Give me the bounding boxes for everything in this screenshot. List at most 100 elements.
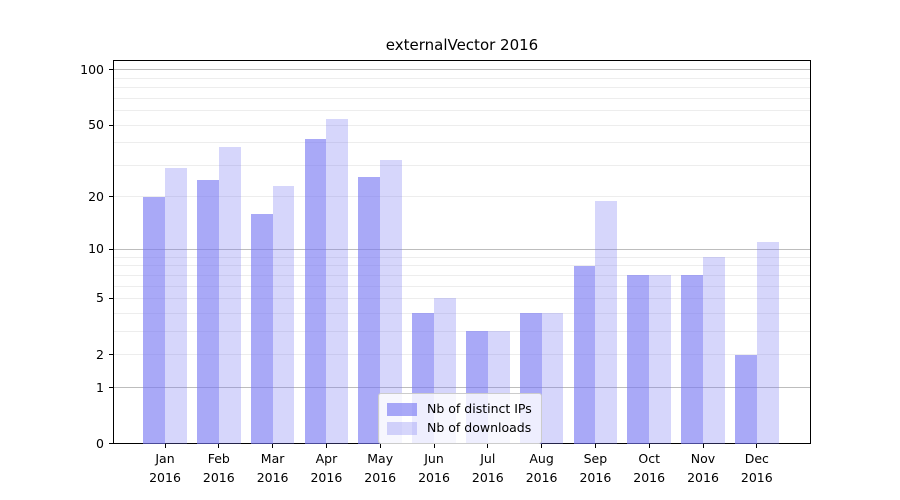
legend-label-downloads: Nb of downloads — [427, 420, 532, 435]
y-gridline-major — [114, 387, 810, 389]
y-tick-mark — [109, 248, 113, 250]
bar-distinct-ips-apr — [304, 138, 327, 444]
x-tick-label-month: Aug — [529, 451, 554, 466]
bar-downloads-aug — [541, 313, 564, 444]
bar-downloads-apr — [326, 118, 349, 444]
x-tick-label: Jan 2016 — [130, 449, 200, 487]
bar-downloads-oct — [649, 275, 672, 444]
x-tick-label: Jun 2016 — [399, 449, 469, 487]
bar-downloads-may — [380, 160, 403, 444]
y-tick-label: 50 — [88, 117, 104, 133]
y-gridline-minor — [114, 164, 810, 166]
x-tick-label-year: 2016 — [202, 470, 235, 485]
y-tick-mark — [109, 443, 113, 445]
y-tick-label: 5 — [96, 290, 104, 306]
x-tick-label-year: 2016 — [418, 470, 450, 485]
y-gridline-minor — [114, 77, 810, 79]
bar-distinct-ips-may — [358, 176, 381, 444]
y-gridline-minor — [114, 330, 810, 332]
bar-downloads-nov — [703, 257, 725, 444]
y-tick-label: 20 — [88, 188, 104, 204]
x-tick-label: Nov 2016 — [668, 449, 738, 487]
x-tick-label: Oct 2016 — [614, 449, 684, 487]
plot-area: Nb of distinct IPs Nb of downloads — [113, 60, 811, 444]
x-tick-label-month: Sep — [583, 451, 608, 466]
y-tick-mark — [109, 196, 113, 198]
x-tick-mark — [487, 444, 489, 448]
y-gridline-minor — [114, 354, 810, 356]
y-tick-mark — [109, 297, 113, 299]
x-tick-label-month: Nov — [690, 451, 716, 466]
y-gridline-minor — [114, 110, 810, 112]
y-gridline-minor — [114, 196, 810, 198]
legend-swatch-downloads — [387, 421, 417, 435]
bar-distinct-ips-feb — [196, 179, 219, 444]
x-tick-label-year: 2016 — [740, 470, 773, 485]
y-gridline-minor — [114, 142, 810, 144]
bar-downloads-feb — [218, 146, 241, 444]
y-tick-label: 1 — [96, 379, 104, 395]
x-tick-label: Sep 2016 — [560, 449, 630, 487]
x-tick-mark — [272, 444, 274, 448]
bar-distinct-ips-jan — [143, 196, 165, 444]
x-tick-mark — [379, 444, 381, 448]
legend-swatch-distinct-ips — [387, 402, 417, 416]
x-tick-label-year: 2016 — [256, 470, 289, 485]
x-tick-label: Aug 2016 — [507, 449, 577, 487]
x-tick-label-year: 2016 — [525, 470, 558, 485]
x-tick-label: Feb 2016 — [184, 449, 254, 487]
bar-distinct-ips-oct — [627, 275, 650, 444]
y-tick-label: 10 — [88, 241, 104, 257]
x-tick-label-year: 2016 — [310, 470, 343, 485]
bar-distinct-ips-mar — [250, 214, 273, 444]
bar-downloads-sep — [595, 200, 618, 444]
x-tick-mark — [702, 444, 704, 448]
bar-distinct-ips-nov — [681, 275, 703, 444]
x-tick-label-month: May — [367, 451, 394, 466]
x-tick-label-year: 2016 — [364, 470, 397, 485]
x-tick-label-year: 2016 — [687, 470, 719, 485]
x-tick-label: Mar 2016 — [238, 449, 308, 487]
x-tick-label: Dec 2016 — [722, 449, 792, 487]
chart-title: externalVector 2016 — [385, 36, 539, 54]
x-tick-label: Jul 2016 — [453, 449, 523, 487]
y-tick-label: 2 — [96, 346, 104, 362]
bar-downloads-mar — [272, 186, 295, 444]
bar-distinct-ips-dec — [734, 354, 757, 444]
y-gridline-minor — [114, 265, 810, 267]
x-tick-label: May 2016 — [345, 449, 415, 487]
x-tick-label-month: Jun — [424, 451, 444, 466]
x-tick-mark — [594, 444, 596, 448]
x-tick-label-year: 2016 — [149, 470, 181, 485]
x-tick-label-year: 2016 — [633, 470, 666, 485]
bar-downloads-dec — [756, 242, 779, 444]
x-tick-label-year: 2016 — [579, 470, 612, 485]
y-gridline-minor — [114, 312, 810, 314]
y-gridline-minor — [114, 297, 810, 299]
y-tick-mark — [109, 124, 113, 126]
x-tick-label-month: Apr — [315, 451, 338, 466]
x-tick-label-month: Mar — [260, 451, 285, 466]
y-gridline-major — [114, 248, 810, 250]
bar-downloads-jan — [165, 168, 187, 444]
x-tick-mark — [541, 444, 543, 448]
legend-item-downloads: Nb of downloads — [387, 420, 533, 436]
y-gridline-minor — [114, 274, 810, 276]
y-tick-mark — [109, 354, 113, 356]
y-tick-label: 100 — [80, 61, 104, 77]
y-gridline-major — [114, 69, 810, 71]
x-tick-label-month: Dec — [744, 451, 769, 466]
x-tick-label-month: Jul — [480, 451, 496, 466]
x-tick-label-month: Feb — [207, 451, 230, 466]
y-tick-mark — [109, 69, 113, 71]
x-tick-mark — [325, 444, 327, 448]
y-gridline-minor — [114, 97, 810, 99]
x-tick-mark — [648, 444, 650, 448]
y-gridline-minor — [114, 285, 810, 287]
x-tick-label-month: Oct — [638, 451, 660, 466]
legend-label-distinct-ips: Nb of distinct IPs — [427, 401, 532, 416]
x-tick-label: Apr 2016 — [291, 449, 361, 487]
y-gridline-minor — [114, 256, 810, 258]
x-tick-mark — [756, 444, 758, 448]
